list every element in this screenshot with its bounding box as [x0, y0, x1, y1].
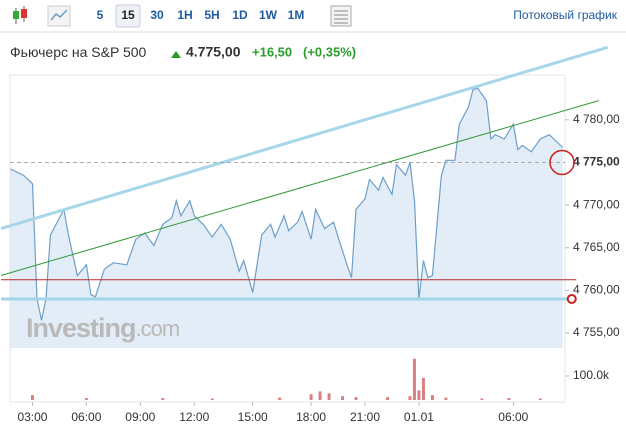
volume-bar — [318, 391, 322, 400]
volume-bar — [444, 397, 448, 400]
price: 4.775,00 — [186, 44, 241, 60]
interval-button[interactable]: 1W — [259, 8, 278, 22]
change-pct: (+0,35%) — [303, 44, 356, 59]
y-tick-label: 4 765,00 — [573, 240, 620, 254]
y2-tick-label: 100.0k — [573, 368, 610, 382]
volume-bar — [327, 393, 331, 400]
volume-bar — [538, 398, 542, 400]
trendline — [0, 100, 599, 276]
volume-bar — [408, 396, 412, 400]
watermark-brand: Investing — [26, 313, 136, 343]
active-interval-bg — [115, 4, 141, 28]
area-icon[interactable] — [47, 5, 71, 27]
volume-bar — [210, 398, 214, 400]
streaming-link[interactable]: Потоковый график — [513, 8, 617, 22]
x-tick-label: 18:00 — [296, 410, 326, 424]
volume-bar — [507, 398, 511, 400]
volume-bar — [421, 377, 425, 400]
interval-button[interactable]: 1M — [288, 8, 305, 22]
volume-bar — [417, 390, 421, 400]
instrument-name: Фьючерс на S&P 500 — [10, 44, 147, 60]
quote-header: Фьючерс на S&P 500 — [10, 44, 147, 60]
x-tick-label: 15:00 — [238, 410, 268, 424]
interval-button[interactable]: 15 — [121, 8, 135, 22]
x-tick-label: 06:00 — [71, 410, 101, 424]
last-price-marker — [549, 149, 575, 176]
candle-icon[interactable] — [13, 6, 27, 24]
volume-bar — [385, 397, 389, 400]
interval-button[interactable]: 1D — [232, 8, 248, 22]
volume-bar — [480, 398, 484, 400]
volume-bar — [84, 398, 88, 400]
y-tick-label: 4 760,00 — [573, 283, 620, 297]
x-tick-label: 21:00 — [350, 410, 380, 424]
up-arrow — [171, 51, 181, 58]
x-tick-label: 06:00 — [498, 410, 528, 424]
x-tick-label: 01.01 — [404, 410, 434, 424]
volume-bar — [30, 395, 34, 400]
interval-button[interactable]: 5 — [97, 8, 104, 22]
change: +16,50 — [252, 44, 292, 59]
y-tick-label: 4 780,00 — [573, 112, 620, 126]
interval-button[interactable]: 30 — [150, 8, 164, 22]
x-tick-label: 09:00 — [125, 410, 155, 424]
volume-bar — [309, 394, 313, 400]
plot-frame — [9, 74, 566, 403]
x-tick-label: 12:00 — [179, 410, 209, 424]
trendline — [0, 45, 609, 230]
volume-bar — [354, 397, 358, 400]
x-tick-label: 03:00 — [17, 410, 47, 424]
interval-button[interactable]: 1H — [177, 8, 192, 22]
volume-bar — [278, 397, 282, 400]
plot — [9, 87, 564, 349]
volume-bar — [430, 395, 434, 400]
table-icon[interactable] — [330, 5, 352, 27]
y-tick-label: 4 755,00 — [573, 325, 620, 339]
interval-button[interactable]: 5H — [204, 8, 219, 22]
toolbar — [0, 0, 626, 32]
price-line — [9, 87, 564, 321]
volume-bar — [341, 396, 345, 400]
trendline-handle[interactable] — [566, 293, 577, 304]
y-tick-label: 4 770,00 — [573, 197, 620, 211]
last-price-label: 4 775,00 — [573, 155, 620, 169]
watermark-suffix: .com — [136, 316, 180, 341]
volume-bar — [412, 358, 416, 400]
price-area — [10, 87, 563, 349]
volume-bar — [161, 398, 165, 400]
watermark: Investing.com — [26, 313, 179, 343]
